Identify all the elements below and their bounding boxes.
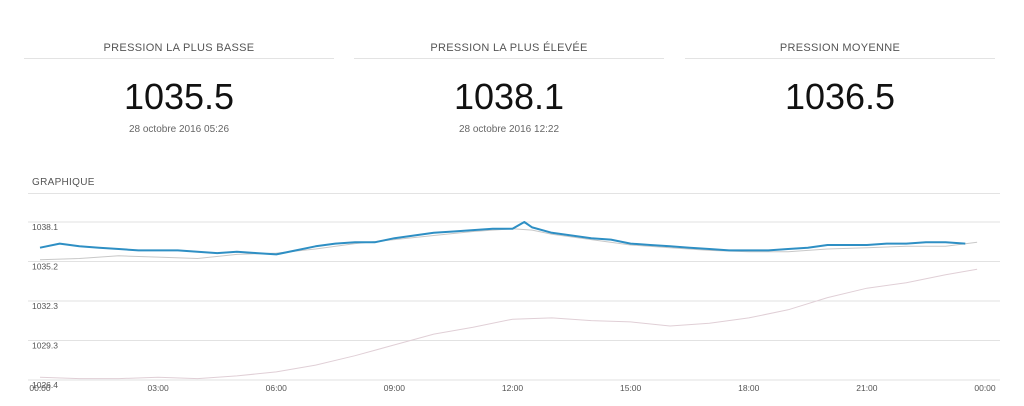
- chart-grid: [28, 221, 1000, 381]
- y-tick-label: 1032.3: [32, 301, 58, 311]
- stat-date: 28 octobre 2016 12:22: [458, 124, 560, 135]
- series-line-2: [39, 268, 978, 380]
- stat-label: PRESSION LA PLUS BASSE: [103, 42, 255, 54]
- stat-divider: [354, 58, 664, 59]
- x-tick-label: 00:00: [974, 383, 996, 393]
- x-tick-label: 21:00: [856, 383, 878, 393]
- y-tick-label: 1035.2: [32, 262, 58, 272]
- y-tick-label: 1029.3: [32, 341, 58, 351]
- section-divider: [28, 193, 1000, 194]
- stat-value: 1038.1: [453, 76, 565, 117]
- x-tick-label: 18:00: [738, 383, 760, 393]
- x-tick-label: 06:00: [266, 383, 288, 393]
- stat-value: 1035.5: [123, 76, 235, 117]
- series-line-1: [39, 228, 978, 261]
- x-tick-label: 09:00: [384, 383, 406, 393]
- x-tick-label: 12:00: [502, 383, 524, 393]
- chart-series-group: [39, 221, 978, 380]
- x-tick-label: 00:00: [29, 383, 51, 393]
- series-line-0: [39, 221, 966, 256]
- x-tick-label: 03:00: [147, 383, 169, 393]
- y-axis-labels: 1038.1 1035.2 1032.3 1029.3 1026.4: [32, 222, 58, 390]
- stat-date: 28 octobre 2016 05:26: [128, 124, 230, 135]
- stat-divider: [24, 58, 334, 59]
- stat-value: 1036.5: [784, 76, 896, 117]
- stat-divider: [685, 58, 995, 59]
- y-tick-label: 1038.1: [32, 222, 58, 232]
- x-tick-label: 15:00: [620, 383, 642, 393]
- stat-label: PRESSION LA PLUS ÉLEVÉE: [430, 42, 588, 54]
- y-tick-label: 1026.4: [32, 380, 58, 390]
- x-axis-labels: 00:00 03:00 06:00 09:00 12:00 15:00 18:00 21:00…: [29, 383, 996, 393]
- stat-label: PRESSION MOYENNE: [779, 42, 901, 54]
- section-title: GRAPHIQUE: [32, 177, 95, 188]
